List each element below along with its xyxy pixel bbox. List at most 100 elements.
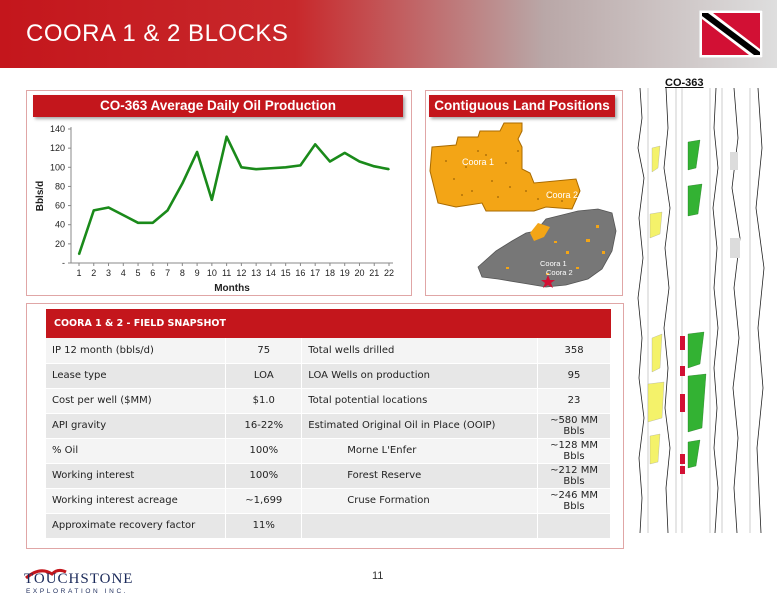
- coora-blocks-map: Coora 1 Coora 2: [429, 122, 581, 212]
- log-label: CO-363: [665, 77, 704, 89]
- x-tick-label: 2: [91, 268, 96, 278]
- row-label-secondary: LOA Wells on production: [301, 363, 539, 389]
- table-header: COORA 1 & 2 - FIELD SNAPSHOT: [46, 309, 611, 338]
- row-label: API gravity: [46, 413, 227, 439]
- row-label-secondary: [301, 513, 539, 539]
- data-point: [196, 151, 198, 153]
- data-point: [92, 209, 95, 212]
- data-point: [329, 160, 331, 163]
- y-tick-label: -: [62, 258, 65, 268]
- data-point: [152, 222, 154, 224]
- table-header-row: COORA 1 & 2 - FIELD SNAPSHOT: [46, 309, 611, 338]
- header-band: COORA 1 & 2 BLOCKS: [0, 0, 777, 68]
- logo-wordmark: TOUCHSTONE: [24, 571, 133, 587]
- x-tick-label: 19: [340, 268, 350, 278]
- y-tick-label: 120: [50, 143, 65, 153]
- data-point: [240, 166, 243, 169]
- inset-label-coora1: Coora 1: [540, 259, 567, 268]
- row-value-secondary: 95: [537, 363, 611, 389]
- table-row: IP 12 month (bbls/d) 75 Total wells drille…: [46, 338, 611, 364]
- row-value: 11%: [225, 513, 303, 539]
- row-value: 75: [225, 338, 303, 364]
- row-value-secondary: ~246 MM Bbls: [537, 488, 611, 514]
- x-tick-label: 16: [295, 268, 305, 278]
- table-row: API gravity 16-22% Estimated Original Oil …: [46, 413, 611, 439]
- map-title: Contiguous Land Positions: [429, 95, 615, 117]
- x-tick-label: 9: [195, 268, 200, 278]
- data-point: [166, 209, 169, 212]
- row-value-secondary: ~580 MM Bbls: [537, 413, 611, 439]
- chart-panel: CO-363 Average Daily Oil Production - 20 4…: [26, 90, 412, 296]
- row-value-secondary: [537, 513, 611, 539]
- x-tick-label: 18: [325, 268, 335, 278]
- row-value: 100%: [225, 463, 303, 489]
- x-tick-label: 15: [281, 268, 291, 278]
- row-value: ~1,699: [225, 488, 303, 514]
- well-log-image: [630, 88, 774, 533]
- row-label: % Oil: [46, 438, 227, 464]
- row-value-secondary: 358: [537, 338, 611, 364]
- x-tick-label: 4: [121, 268, 126, 278]
- data-point: [181, 182, 184, 185]
- x-tick-label: 14: [266, 268, 276, 278]
- map-panel: Contiguous Land Positions Coora 1 Coora …: [425, 90, 623, 296]
- row-value-secondary: ~128 MM Bbls: [537, 438, 611, 464]
- x-tick-label: 6: [150, 268, 155, 278]
- x-tick-label: 1: [76, 268, 81, 278]
- table-row: Cost per well ($MM) $1.0 Total potential l…: [46, 388, 611, 414]
- table-row: Approximate recovery factor 11%: [46, 513, 611, 539]
- x-tick-label: 5: [136, 268, 141, 278]
- row-label-secondary: Estimated Original Oil in Place (OOIP): [301, 413, 539, 439]
- x-tick-label: 3: [106, 268, 111, 278]
- data-point: [373, 165, 376, 168]
- row-value-secondary: 23: [537, 388, 611, 414]
- y-tick-label: 100: [50, 162, 65, 172]
- table-row: Working interest acreage ~1,699 Cruse Form…: [46, 488, 611, 514]
- y-tick-label: 140: [50, 124, 65, 134]
- data-point: [299, 164, 302, 167]
- data-point: [107, 206, 110, 209]
- row-label-secondary: Cruse Formation: [301, 488, 539, 514]
- page-title: COORA 1 & 2 BLOCKS: [26, 20, 289, 47]
- map-label-coora1: Coora 1: [462, 157, 494, 167]
- row-label: Approximate recovery factor: [46, 513, 227, 539]
- data-point: [225, 135, 228, 138]
- y-tick-label: 60: [55, 201, 65, 211]
- x-tick-label: 10: [207, 268, 217, 278]
- x-tick-label: 20: [354, 268, 364, 278]
- x-tick-label: 12: [236, 268, 246, 278]
- field-snapshot-table: COORA 1 & 2 - FIELD SNAPSHOT IP 12 month…: [46, 309, 611, 539]
- table-row: Working interest 100% Forest Reserve ~212 M…: [46, 463, 611, 489]
- row-label-secondary: Total potential locations: [301, 388, 539, 414]
- data-point: [270, 167, 272, 170]
- row-label-secondary: Forest Reserve: [301, 463, 539, 489]
- data-point: [284, 166, 287, 169]
- row-label-secondary: Total wells drilled: [301, 338, 539, 364]
- x-tick-label: 7: [165, 268, 170, 278]
- x-tick-label: 22: [384, 268, 394, 278]
- data-point: [137, 222, 139, 224]
- y-tick-label: 80: [55, 181, 65, 191]
- row-value: 16-22%: [225, 413, 303, 439]
- chart-title: CO-363 Average Daily Oil Production: [33, 95, 403, 117]
- y-tick-label: 20: [55, 239, 65, 249]
- data-point: [358, 160, 361, 163]
- star-marker-icon: [541, 275, 555, 288]
- row-label: Lease type: [46, 363, 227, 389]
- row-label: Working interest acreage: [46, 488, 227, 514]
- touchstone-logo: TOUCHSTONE EXPLORATION INC.: [24, 568, 133, 595]
- data-point: [388, 168, 390, 170]
- data-point: [343, 152, 346, 154]
- series-line: [77, 135, 390, 255]
- data-point: [314, 143, 316, 146]
- x-tick-label: 8: [180, 268, 185, 278]
- y-tick-label: 40: [55, 220, 65, 230]
- page-number: 11: [372, 570, 384, 582]
- table-row: Lease type LOA LOA Wells on production 95: [46, 363, 611, 389]
- x-tick-label: 11: [222, 268, 231, 278]
- y-axis-title: Bbls/d: [35, 181, 46, 212]
- data-point: [255, 168, 257, 170]
- table-row: % Oil 100% Morne L'Enfer ~128 MM Bbls: [46, 438, 611, 464]
- x-axis-title: Months: [214, 283, 250, 294]
